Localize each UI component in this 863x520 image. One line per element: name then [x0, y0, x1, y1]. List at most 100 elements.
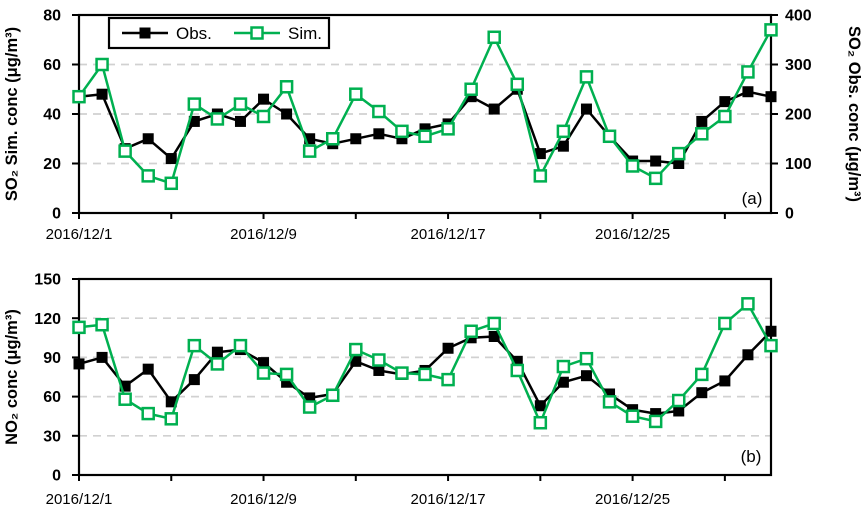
data-point-marker — [396, 133, 408, 145]
left-tick-label: 90 — [43, 350, 61, 367]
legend-label-sim: Sim. — [288, 24, 322, 43]
data-point-marker — [579, 351, 594, 366]
panel-label-a: (a) — [742, 189, 763, 208]
x-tick-label: 2016/12/1 — [46, 491, 113, 508]
data-point-marker — [419, 123, 431, 135]
data-point-marker — [718, 316, 732, 331]
data-point-marker — [142, 363, 154, 375]
data-point-marker — [441, 122, 455, 136]
left-tick-label: 20 — [43, 156, 61, 173]
data-point-marker — [741, 297, 755, 311]
data-point-marker — [141, 406, 155, 421]
right-axis: 0 100 200 300 400 — [771, 8, 812, 223]
data-point-marker — [765, 325, 777, 337]
left-tick-label: 150 — [34, 272, 61, 289]
data-point-marker — [673, 158, 685, 169]
data-point-marker — [534, 148, 546, 160]
data-point-marker — [696, 387, 708, 399]
data-point-marker — [72, 89, 86, 104]
data-point-marker — [234, 115, 246, 127]
data-point-marker — [557, 140, 569, 152]
legend: Obs. Sim. — [107, 16, 331, 50]
data-point-marker — [696, 115, 708, 127]
data-point-marker — [718, 109, 732, 124]
data-point-marker — [281, 376, 293, 388]
data-point-marker — [741, 65, 755, 79]
right-tick-label: 0 — [785, 206, 794, 223]
right-tick-label: 200 — [785, 107, 812, 124]
gridlines — [79, 63, 771, 165]
panel-label-b: (b) — [741, 447, 762, 466]
data-point-marker — [556, 359, 571, 374]
data-point-marker — [72, 320, 86, 335]
data-point-marker — [373, 364, 385, 376]
data-point-marker — [742, 86, 754, 98]
data-point-marker — [73, 358, 85, 370]
data-point-marker — [602, 129, 617, 144]
data-point-marker — [372, 353, 386, 367]
data-point-marker — [510, 363, 525, 378]
data-point-marker — [164, 412, 179, 426]
data-point-marker — [510, 77, 525, 92]
data-point-marker — [164, 176, 179, 191]
data-point-marker — [118, 144, 132, 158]
data-point-marker — [534, 400, 546, 412]
data-point-marker — [304, 133, 316, 145]
legend-marker-obs — [139, 27, 151, 39]
data-point-marker — [325, 132, 340, 146]
data-point-marker — [625, 159, 640, 173]
right-tick-label: 400 — [785, 8, 812, 25]
x-tick-label: 2016/12/25 — [595, 491, 670, 508]
series-line — [77, 29, 773, 185]
data-point-marker — [580, 103, 592, 115]
plot-border — [77, 277, 773, 477]
x-axis: 2016/12/1 2016/12/9 2016/12/17 2016/12/25 — [46, 475, 726, 508]
data-point-marker — [464, 82, 478, 96]
left-tick-label: 0 — [52, 206, 61, 223]
data-point-marker — [211, 346, 223, 358]
data-point-marker — [304, 392, 316, 404]
data-point-marker — [142, 133, 154, 145]
data-point-marker — [487, 30, 501, 45]
data-point-marker — [395, 366, 409, 380]
left-tick-label: 60 — [43, 57, 61, 74]
right-tick-label: 100 — [785, 156, 812, 173]
data-point-marker — [233, 338, 248, 353]
data-point-marker — [281, 108, 293, 120]
data-point-marker — [349, 87, 363, 101]
data-point-marker — [604, 388, 616, 400]
left-tick-label: 60 — [43, 389, 61, 406]
data-point-marker — [579, 70, 594, 84]
data-point-marker — [511, 355, 523, 367]
data-point-marker — [118, 392, 132, 406]
data-point-marker — [95, 57, 109, 72]
series-line — [78, 302, 773, 424]
data-point-marker — [188, 115, 200, 127]
data-point-marker — [465, 91, 477, 103]
data-point-marker — [187, 338, 202, 353]
left-axis: 0 20 40 60 80 — [43, 8, 79, 223]
left-axis-title: SO₂ Sim. conc (μg/m³) — [3, 27, 21, 201]
data-point-marker — [350, 133, 362, 145]
data-point-marker — [373, 128, 385, 140]
data-point-marker — [580, 370, 592, 382]
data-point-marker — [650, 408, 662, 420]
data-point-marker — [648, 171, 663, 186]
data-point-marker — [279, 367, 294, 382]
x-tick-label: 2016/12/1 — [46, 226, 113, 243]
data-point-marker — [556, 124, 571, 139]
data-point-marker — [488, 330, 500, 342]
data-point-marker — [418, 129, 432, 144]
data-point-marker — [533, 169, 548, 183]
data-point-marker — [602, 395, 617, 409]
data-point-marker — [302, 400, 317, 414]
data-point-marker — [442, 342, 454, 354]
data-point-marker — [165, 153, 177, 165]
data-point-marker — [279, 80, 294, 94]
data-point-marker — [233, 97, 248, 111]
data-point-marker — [256, 366, 271, 380]
x-tick-label: 2016/12/25 — [595, 226, 670, 243]
x-tick-label: 2016/12/17 — [411, 491, 486, 508]
